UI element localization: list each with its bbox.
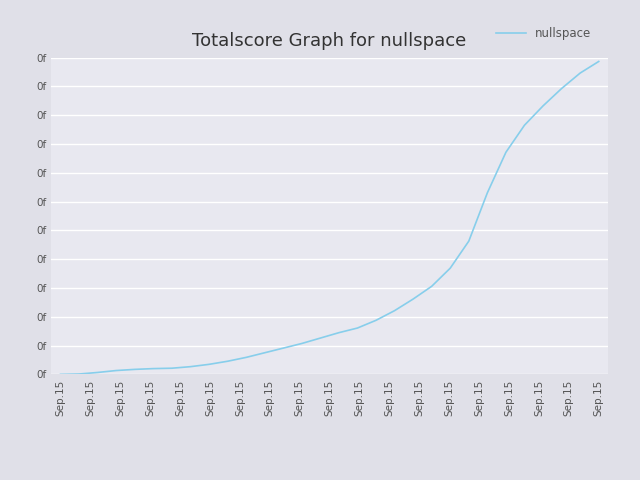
nullspace [539, 103, 547, 109]
nullspace [428, 283, 436, 289]
nullspace [279, 345, 287, 351]
nullspace [242, 355, 250, 360]
Legend: nullspace: nullspace [492, 22, 596, 45]
nullspace [353, 325, 361, 331]
nullspace [502, 149, 509, 155]
nullspace [520, 122, 528, 128]
nullspace [557, 85, 566, 91]
nullspace [224, 359, 232, 364]
nullspace [372, 317, 380, 323]
nullspace [576, 70, 584, 76]
Line: nullspace: nullspace [61, 61, 599, 374]
nullspace [187, 364, 195, 370]
nullspace [113, 368, 120, 373]
nullspace [131, 367, 139, 372]
nullspace [57, 372, 65, 377]
nullspace [205, 361, 212, 367]
nullspace [335, 330, 343, 336]
nullspace [76, 371, 83, 377]
nullspace [447, 265, 454, 271]
nullspace [168, 365, 175, 371]
Title: Totalscore Graph for nullspace: Totalscore Graph for nullspace [193, 33, 467, 50]
nullspace [465, 238, 472, 244]
nullspace [317, 335, 324, 341]
nullspace [298, 341, 306, 347]
nullspace [150, 366, 157, 372]
nullspace [484, 190, 492, 196]
nullspace [390, 308, 398, 313]
nullspace [410, 296, 417, 302]
nullspace [595, 59, 603, 64]
nullspace [93, 370, 101, 375]
nullspace [261, 350, 269, 356]
